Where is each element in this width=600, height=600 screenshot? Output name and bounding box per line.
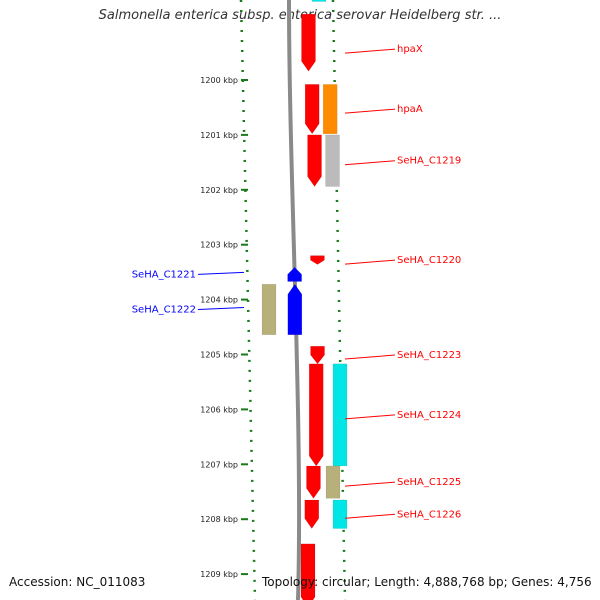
gene-track bbox=[287, 13, 325, 600]
leader-line bbox=[344, 354, 396, 360]
feature-block-cyan bbox=[311, 0, 327, 2]
leader-line bbox=[344, 259, 396, 265]
gene-arrow-hpaA bbox=[304, 84, 320, 135]
tick-label: 1207 kbp bbox=[200, 460, 238, 469]
gene-label-hpaA: hpaA bbox=[397, 104, 423, 115]
gene-label-SeHA_C1224: SeHA_C1224 bbox=[397, 410, 461, 421]
gene-label-SeHA_C1219: SeHA_C1219 bbox=[397, 156, 461, 167]
tick-label: 1208 kbp bbox=[200, 515, 238, 524]
tick-label: 1209 kbp bbox=[200, 570, 238, 579]
gene-label-SeHA_C1226: SeHA_C1226 bbox=[397, 509, 461, 520]
gene-label-SeHA_C1225: SeHA_C1225 bbox=[397, 477, 461, 488]
leader-line bbox=[197, 306, 245, 310]
gene-label-SeHA_C1220: SeHA_C1220 bbox=[397, 255, 461, 266]
gene-labels: hpaX hpaA SeHA_C1219 SeHA_C1220 SeHA_C1221 Se… bbox=[132, 44, 462, 520]
feature-block-orange bbox=[322, 84, 338, 135]
feature-block-grey bbox=[325, 134, 340, 187]
gene-arrow-SeHA_C1226 bbox=[304, 499, 320, 529]
feature-block-cyan bbox=[332, 363, 348, 467]
accession-label: Accession: NC_011083 bbox=[9, 575, 146, 589]
map-title: Salmonella enterica subsp. enterica sero… bbox=[98, 8, 502, 23]
gene-arrow-next bbox=[300, 543, 316, 600]
feature-track bbox=[261, 0, 348, 529]
gene-arrow-SeHA_C1220 bbox=[310, 255, 325, 265]
gene-label-SeHA_C1221: SeHA_C1221 bbox=[132, 269, 196, 280]
genome-summary: Topology: circular; Length: 4,888,768 bp… bbox=[262, 575, 592, 589]
leader-line bbox=[344, 48, 396, 54]
leader-line bbox=[197, 271, 245, 275]
leader-line bbox=[344, 414, 396, 420]
tick-label: 1201 kbp bbox=[200, 131, 238, 140]
gene-arrow-SeHA_C1219 bbox=[307, 134, 322, 187]
gene-label-SeHA_C1223: SeHA_C1223 bbox=[397, 350, 461, 361]
gene-arrow-SeHA_C1224 bbox=[308, 363, 324, 467]
gene-label-SeHA_C1222: SeHA_C1222 bbox=[132, 304, 196, 315]
tick-label: 1205 kbp bbox=[200, 351, 238, 360]
gene-label-hpaX: hpaX bbox=[397, 44, 423, 55]
tick-label: 1202 kbp bbox=[200, 186, 238, 195]
axis-ticks: 1200 kbp 1201 kbp 1202 kbp 1203 kbp 1204 kbp… bbox=[200, 76, 248, 579]
gene-arrow-SeHA_C1221 bbox=[287, 266, 302, 282]
tick-label: 1206 kbp bbox=[200, 405, 238, 414]
gene-arrow-SeHA_C1222 bbox=[287, 283, 303, 335]
tick-label: 1200 kbp bbox=[200, 76, 238, 85]
gene-arrow-SeHA_C1223 bbox=[310, 346, 325, 365]
leader-line bbox=[344, 513, 396, 519]
tick-label: 1203 kbp bbox=[200, 241, 238, 250]
feature-block-tan bbox=[261, 283, 277, 335]
tick-label: 1204 kbp bbox=[200, 296, 238, 305]
feature-block-cyan bbox=[332, 499, 348, 529]
gene-arrow-SeHA_C1225 bbox=[306, 465, 321, 499]
feature-block-tan bbox=[325, 465, 341, 499]
leader-line bbox=[344, 481, 396, 487]
leader-line bbox=[344, 108, 396, 114]
gene-arrow-hpaX bbox=[301, 13, 316, 72]
leader-line bbox=[344, 160, 396, 166]
